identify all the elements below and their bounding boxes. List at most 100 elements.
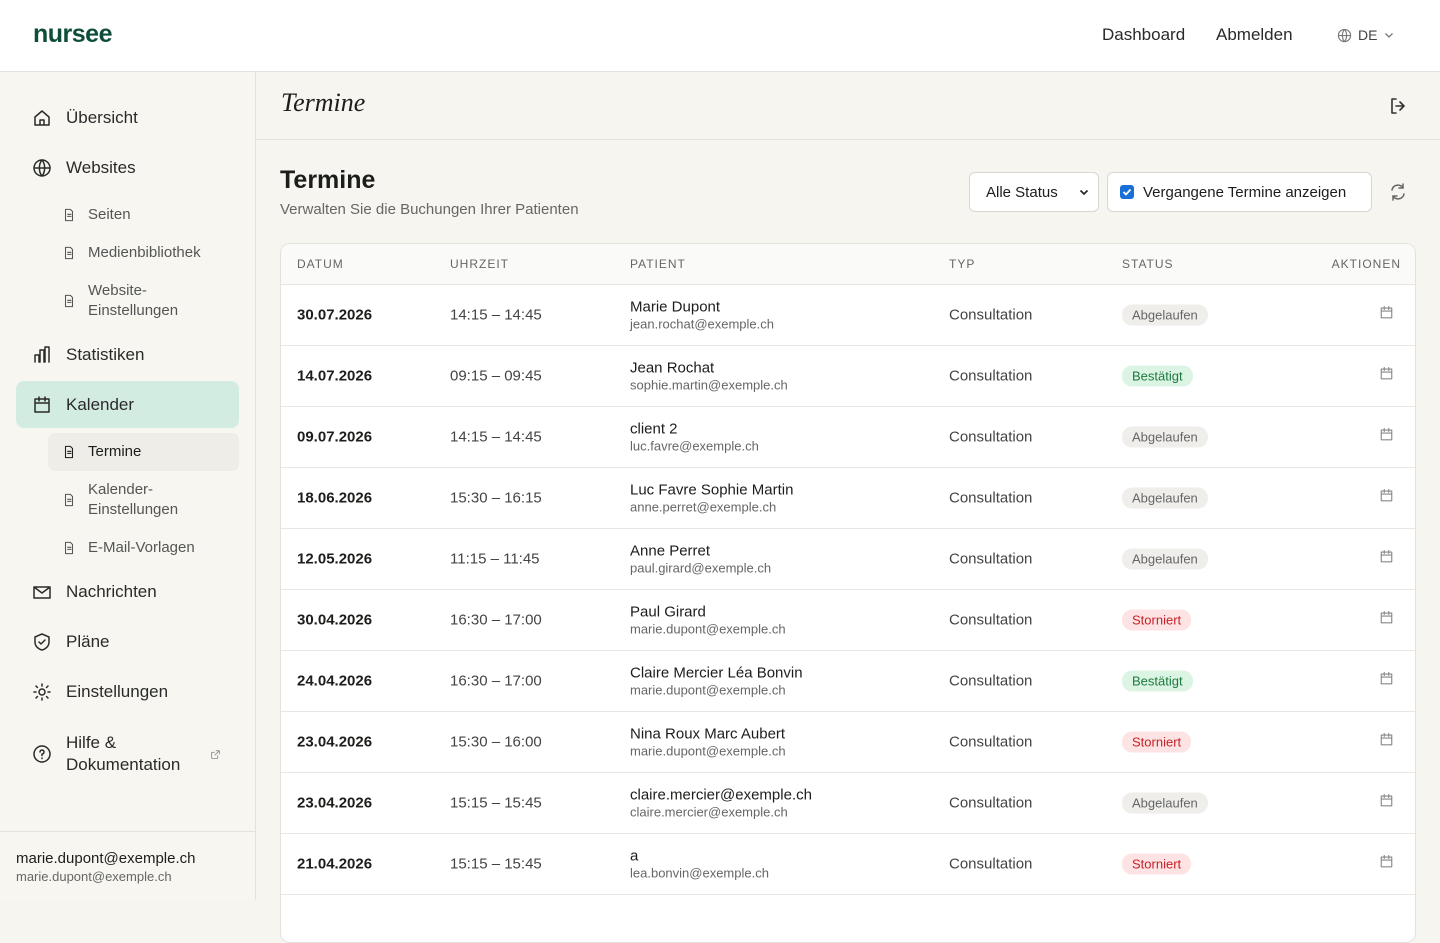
patient-email: sophie.martin@exemple.ch: [630, 377, 788, 393]
icon: [34, 633, 50, 651]
date: 09.07.2026: [297, 428, 373, 446]
action-icon[interactable]: [1379, 793, 1394, 808]
time: 15:30 – 16:00: [450, 733, 542, 751]
date: 23.04.2026: [297, 794, 373, 812]
sidebar-nav: Übersicht Websites Seiten Medienbibliothek W…: [16, 93, 239, 791]
nav-item[interactable]: Einstellungen: [16, 667, 239, 717]
chevron: [1079, 189, 1089, 196]
nav-children: Termine Kalender-Einstellungen E-Mail-Vorl…: [16, 430, 239, 567]
date: 14.07.2026: [297, 367, 373, 385]
patient: Jean Rochat sophie.martin@exemple.ch: [630, 360, 788, 393]
nav-item[interactable]: Websites: [16, 143, 239, 193]
nav-subitem[interactable]: Website-Einstellungen: [48, 272, 239, 330]
patient: Nina Roux Marc Aubert marie.dupont@exempl…: [630, 726, 786, 759]
page-subtitle: Verwalten Sie die Buchungen Ihrer Patien…: [280, 201, 579, 218]
status-badge: Abgelaufen: [1122, 792, 1208, 814]
status-badge: Bestätigt: [1122, 365, 1193, 387]
icon: [34, 110, 50, 126]
type: Consultation: [949, 794, 1033, 812]
nav-item[interactable]: Kalender: [16, 381, 239, 428]
patient-name: Luc Favre Sophie Martin: [630, 481, 794, 499]
globe-icon: [1337, 28, 1352, 42]
user-email: marie.dupont@exemple.ch: [16, 869, 172, 884]
icon: [34, 395, 50, 413]
date: 12.05.2026: [297, 550, 373, 568]
nav-sublabel: Seiten: [88, 206, 131, 223]
action-icon[interactable]: [1379, 488, 1394, 503]
action-icon[interactable]: [1379, 549, 1394, 564]
patient: claire.mercier@exemple.ch claire.mercier@…: [630, 787, 812, 820]
table-header: DATUM UHRZEIT PATIENT TYP STATUS AKTIONEN: [281, 244, 1415, 285]
status-filter[interactable]: Alle Status: [969, 172, 1099, 212]
date: 24.04.2026: [297, 672, 373, 690]
table-row: 23.04.2026 15:15 – 15:45 claire.mercier@ex…: [281, 773, 1415, 834]
action-icon[interactable]: [1379, 732, 1394, 747]
icon: [64, 541, 74, 555]
nav-subitem[interactable]: Termine: [48, 433, 239, 471]
status-badge: Abgelaufen: [1122, 548, 1208, 570]
column-header: DATUM: [297, 257, 344, 271]
user-info: marie.dupont@exemple.ch marie.dupont@exe…: [0, 831, 255, 900]
time: 16:30 – 17:00: [450, 611, 542, 629]
time: 14:15 – 14:45: [450, 306, 542, 324]
logout-icon[interactable]: [1388, 96, 1408, 116]
nav-label: Pläne: [66, 632, 110, 651]
action-icon[interactable]: [1379, 305, 1394, 320]
nav-subitem[interactable]: E-Mail-Vorlagen: [48, 529, 239, 567]
action-icon[interactable]: [1379, 366, 1394, 381]
patient: Paul Girard marie.dupont@exemple.ch: [630, 604, 786, 637]
logo[interactable]: nursee: [33, 20, 112, 48]
nav-sublabel: E-Mail-Vorlagen: [88, 539, 195, 556]
checkbox[interactable]: [1120, 185, 1134, 199]
icon: [64, 208, 74, 222]
time: 15:15 – 15:45: [450, 794, 542, 812]
action-icon[interactable]: [1379, 671, 1394, 686]
sidebar: Übersicht Websites Seiten Medienbibliothek W…: [0, 72, 256, 900]
column-header: PATIENT: [630, 257, 686, 271]
status-badge: Storniert: [1122, 853, 1192, 875]
checkbox-label: Vergangene Termine anzeigen: [1143, 183, 1347, 201]
time: 11:15 – 11:45: [450, 550, 540, 568]
nav-item[interactable]: Statistiken: [16, 330, 239, 380]
nav-subitem[interactable]: Seiten: [48, 196, 239, 234]
time: 15:15 – 15:45: [450, 855, 542, 873]
icon: [211, 749, 220, 759]
nav-sublabel: Termine: [88, 443, 142, 460]
nav-subitem[interactable]: Kalender-Einstellungen: [48, 471, 239, 529]
refresh-icon[interactable]: [1388, 182, 1408, 202]
action-icon[interactable]: [1379, 610, 1394, 625]
patient-email: lea.bonvin@exemple.ch: [630, 865, 769, 881]
type: Consultation: [949, 672, 1033, 690]
column-header: STATUS: [1122, 257, 1174, 271]
nav-label: Statistiken: [66, 345, 145, 364]
patient-name: Marie Dupont: [630, 298, 721, 316]
nav-item[interactable]: Pläne: [16, 617, 239, 667]
icon: [34, 346, 50, 363]
action-icon[interactable]: [1379, 427, 1394, 442]
table-row: 21.04.2026 15:15 – 15:45 a lea.bonvin@exemp…: [281, 834, 1415, 895]
icon: [33, 683, 51, 701]
patient-name: Paul Girard: [630, 603, 706, 621]
language-switch[interactable]: DE: [1337, 27, 1395, 43]
column-header: UHRZEIT: [450, 257, 509, 271]
nav-label: Kalender: [66, 394, 135, 414]
nav-item[interactable]: Nachrichten: [16, 567, 239, 617]
nav-item[interactable]: Übersicht: [16, 93, 239, 143]
table-row: 09.07.2026 14:15 – 14:45 client 2 luc.favre…: [281, 407, 1415, 468]
action-icon[interactable]: [1379, 854, 1394, 869]
past-checkbox[interactable]: Vergangene Termine anzeigen: [1107, 172, 1372, 212]
page-bar: Termine: [256, 72, 1440, 140]
patient-name: a: [630, 847, 639, 865]
time: 15:30 – 16:15: [450, 489, 542, 507]
patient: client 2 luc.favre@exemple.ch: [630, 421, 759, 454]
nav-sublabel: Website-Einstellungen: [88, 282, 179, 319]
nav-subitem[interactable]: Medienbibliothek: [48, 234, 239, 272]
nav-item[interactable]: Hilfe & Dokumentation: [16, 717, 239, 791]
patient-name: Nina Roux Marc Aubert: [630, 725, 786, 743]
nav-link[interactable]: Abmelden: [1216, 25, 1293, 44]
type: Consultation: [949, 611, 1033, 629]
type: Consultation: [949, 550, 1033, 568]
nav-link[interactable]: Dashboard: [1102, 25, 1186, 44]
nav-label: Einstellungen: [66, 682, 169, 701]
